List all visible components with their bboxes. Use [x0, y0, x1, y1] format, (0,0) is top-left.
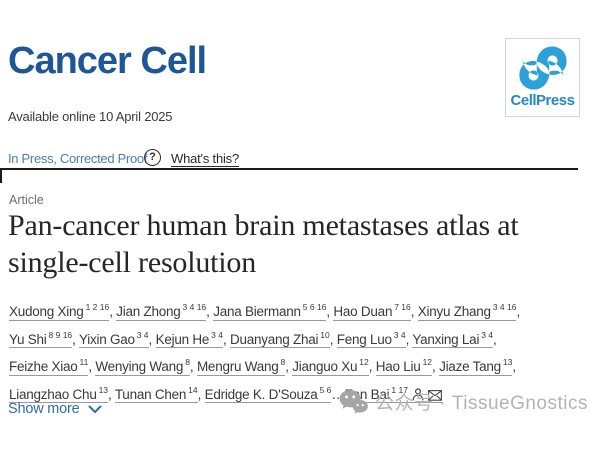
author-link[interactable]: Mengru Wang 8	[196, 357, 286, 376]
author-separator: ,	[222, 331, 230, 347]
author-separator: ,	[197, 386, 205, 402]
watermark-text: 公众号 · TissueGnostics	[374, 393, 588, 414]
author-link[interactable]: Feizhe Xiao 11	[9, 357, 89, 376]
author-link[interactable]: Hao Duan 7 16	[333, 302, 411, 321]
author-affiliation-superscript: 12	[359, 357, 369, 368]
author-line: Yu Shi 8 9 16, Yixin Gao 3 4, Kejun He 3 4,…	[9, 324, 595, 352]
author-separator: ,	[88, 359, 96, 375]
author-separator: ,	[326, 304, 334, 319]
author-affiliation-superscript: 3 4	[211, 329, 223, 340]
author-affiliation-superscript: 11	[79, 357, 89, 368]
author-link[interactable]: Tunan Chen 14	[114, 384, 198, 404]
author-separator: ,	[329, 331, 337, 347]
author-separator: ,	[109, 304, 117, 319]
author-link[interactable]: Xinyu Zhang 3 4 16	[417, 302, 517, 321]
article-type-label: Article	[9, 193, 44, 207]
journal-title-link[interactable]: Cancer Cell	[8, 40, 207, 82]
author-separator: ,	[516, 304, 520, 319]
author-affiliation-superscript: 12	[422, 357, 433, 368]
author-separator: ,	[368, 359, 376, 375]
author-link[interactable]: Hao Liu 12	[375, 357, 433, 376]
chevron-down-icon	[88, 405, 102, 413]
author-separator: ,	[189, 359, 197, 375]
show-more-button[interactable]: Show more	[8, 401, 102, 417]
author-affiliation-superscript: 3 4	[393, 329, 406, 340]
author-link[interactable]: Duanyang Zhai 10	[229, 329, 330, 349]
author-line: Liangzhao Chu 13, Tunan Chen 14, Edridge K…	[9, 379, 595, 407]
author-affiliation-superscript: 5 6	[319, 384, 332, 395]
author-line: Feizhe Xiao 11, Wenying Wang 8, Mengru Wan…	[9, 351, 595, 379]
author-link[interactable]: Yanxing Lai 3 4	[412, 329, 494, 349]
author-affiliation-superscript: 5 6 16	[302, 302, 327, 312]
author-link[interactable]: Yu Shi 8 9 16	[9, 329, 73, 349]
author-link[interactable]: Liangzhao Chu 13	[9, 384, 109, 404]
wechat-icon	[339, 389, 368, 414]
author-affiliation-superscript: 1 17	[391, 384, 408, 395]
author-link[interactable]: Yixin Gao 3 4	[78, 329, 149, 349]
inpress-status-label: In Press, Corrected Proof	[8, 151, 148, 166]
show-more-label: Show more	[8, 401, 80, 417]
author-affiliation-superscript: 8	[280, 357, 286, 368]
author-link[interactable]: Xudong Xing 1 2 16	[9, 302, 110, 321]
author-affiliation-superscript: 13	[98, 384, 109, 395]
left-edge-mark	[0, 170, 2, 183]
author-affiliation-superscript: 3 4	[481, 329, 494, 340]
email-envelope-icon[interactable]	[427, 389, 442, 401]
help-question-icon[interactable]: ?	[144, 149, 161, 166]
author-affiliation-superscript: 13	[502, 357, 513, 368]
author-affiliation-superscript: 8	[185, 357, 190, 368]
author-link[interactable]: Jianguo Xu 12	[292, 357, 369, 376]
author-link[interactable]: Jian Zhong 3 4 16	[116, 302, 207, 321]
article-title-line1: Pan-cancer human brain metastases atlas …	[8, 209, 519, 242]
author-affiliation-superscript: 8 9 16	[48, 329, 73, 340]
author-separator: ,	[72, 331, 79, 347]
author-link[interactable]: Feng Luo 3 4	[336, 329, 406, 349]
author-link[interactable]: Jiaze Tang 13	[439, 357, 513, 376]
author-affiliation-superscript: 3 4	[136, 329, 149, 340]
section-divider	[0, 168, 578, 170]
watermark: 公众号 · TissueGnostics	[339, 388, 588, 415]
author-link[interactable]: Edridge K. D'Souza 5 6	[204, 384, 332, 404]
author-separator: ,	[410, 304, 418, 319]
author-link[interactable]: Wenying Wang 8	[95, 357, 190, 376]
cellpress-wordmark: CellPress	[510, 92, 575, 109]
author-affiliation-superscript: 3 4 16	[492, 302, 517, 312]
author-affiliation-superscript: 7 16	[394, 302, 411, 312]
author-separator: ,	[108, 386, 115, 402]
author-list: Xudong Xing 1 2 16, Jian Zhong 3 4 16, Jan…	[9, 296, 595, 406]
author-affiliation-superscript: 14	[188, 384, 198, 395]
author-affiliation-superscript: 10	[320, 329, 330, 340]
author-separator: ,	[405, 331, 413, 347]
article-title: Pan-cancer human brain metastases atlas …	[8, 207, 594, 281]
author-link[interactable]: Jana Biermann 5 6 16	[213, 302, 327, 321]
author-separator: ,	[148, 331, 156, 347]
cellpress-logo[interactable]: CellPress	[505, 38, 580, 117]
author-separator: ,	[285, 359, 293, 375]
article-title-line2: single-cell resolution	[8, 246, 257, 279]
available-online-date: Available online 10 April 2025	[8, 109, 173, 124]
author-separator: ,	[512, 359, 516, 375]
whats-this-link[interactable]: What's this?	[171, 151, 239, 166]
cellpress-swirl-icon	[518, 46, 567, 90]
author-affiliation-superscript: 3 4 16	[182, 302, 207, 312]
author-person-icon[interactable]	[412, 388, 424, 401]
author-separator: ,	[493, 331, 497, 347]
author-separator: ,	[432, 359, 440, 375]
author-link[interactable]: Kejun He 3 4	[155, 329, 223, 349]
author-affiliation-superscript: 1 2 16	[85, 302, 110, 312]
author-line: Xudong Xing 1 2 16, Jian Zhong 3 4 16, Jan…	[9, 296, 595, 324]
author-separator: ,	[206, 304, 214, 319]
